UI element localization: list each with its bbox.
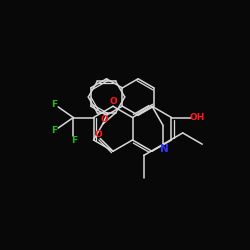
Text: O: O [94, 130, 102, 139]
Text: O: O [109, 97, 117, 106]
Text: OH: OH [190, 113, 205, 122]
Text: F: F [71, 136, 77, 145]
Text: F: F [51, 100, 58, 109]
Text: N: N [160, 144, 169, 154]
Text: F: F [51, 126, 58, 134]
Text: O: O [100, 114, 108, 124]
